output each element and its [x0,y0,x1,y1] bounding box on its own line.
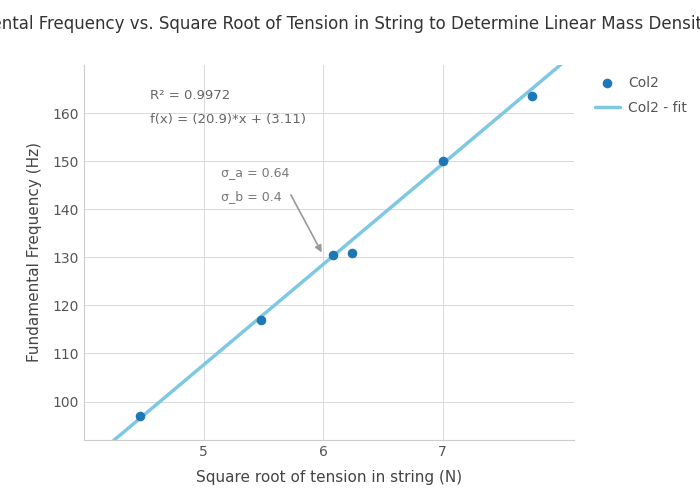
Col2 [134,412,146,420]
Col2 - fit [379,210,388,216]
Text: f(x) = (20.9)*x + (3.11): f(x) = (20.9)*x + (3.11) [150,113,306,126]
X-axis label: Square root of tension in string (N): Square root of tension in string (N) [196,470,462,485]
Col2 - fit [80,462,88,468]
Text: σ_a = 0.64: σ_a = 0.64 [221,166,290,179]
Col2 - fit [372,217,380,223]
Legend: Col2, Col2 - fit: Col2, Col2 - fit [591,72,692,120]
Col2 [327,251,338,259]
Col2 [346,248,357,256]
Line: Col2 - fit: Col2 - fit [84,54,574,466]
Col2 - fit [524,89,532,95]
Col2 - fit [493,115,501,121]
Text: R² = 0.9972: R² = 0.9972 [150,89,230,102]
Text: Fundamental Frequency vs. Square Root of Tension in String to Determine Linear M: Fundamental Frequency vs. Square Root of… [0,15,700,33]
Y-axis label: Fundamental Frequency (Hz): Fundamental Frequency (Hz) [27,142,41,362]
Col2 [256,316,267,324]
Text: σ_b = 0.4: σ_b = 0.4 [221,190,282,203]
Col2 - fit [370,218,378,224]
Col2 - fit [81,461,90,467]
Col2 [437,157,448,165]
Col2 [526,92,538,100]
Col2 - fit [570,50,578,56]
